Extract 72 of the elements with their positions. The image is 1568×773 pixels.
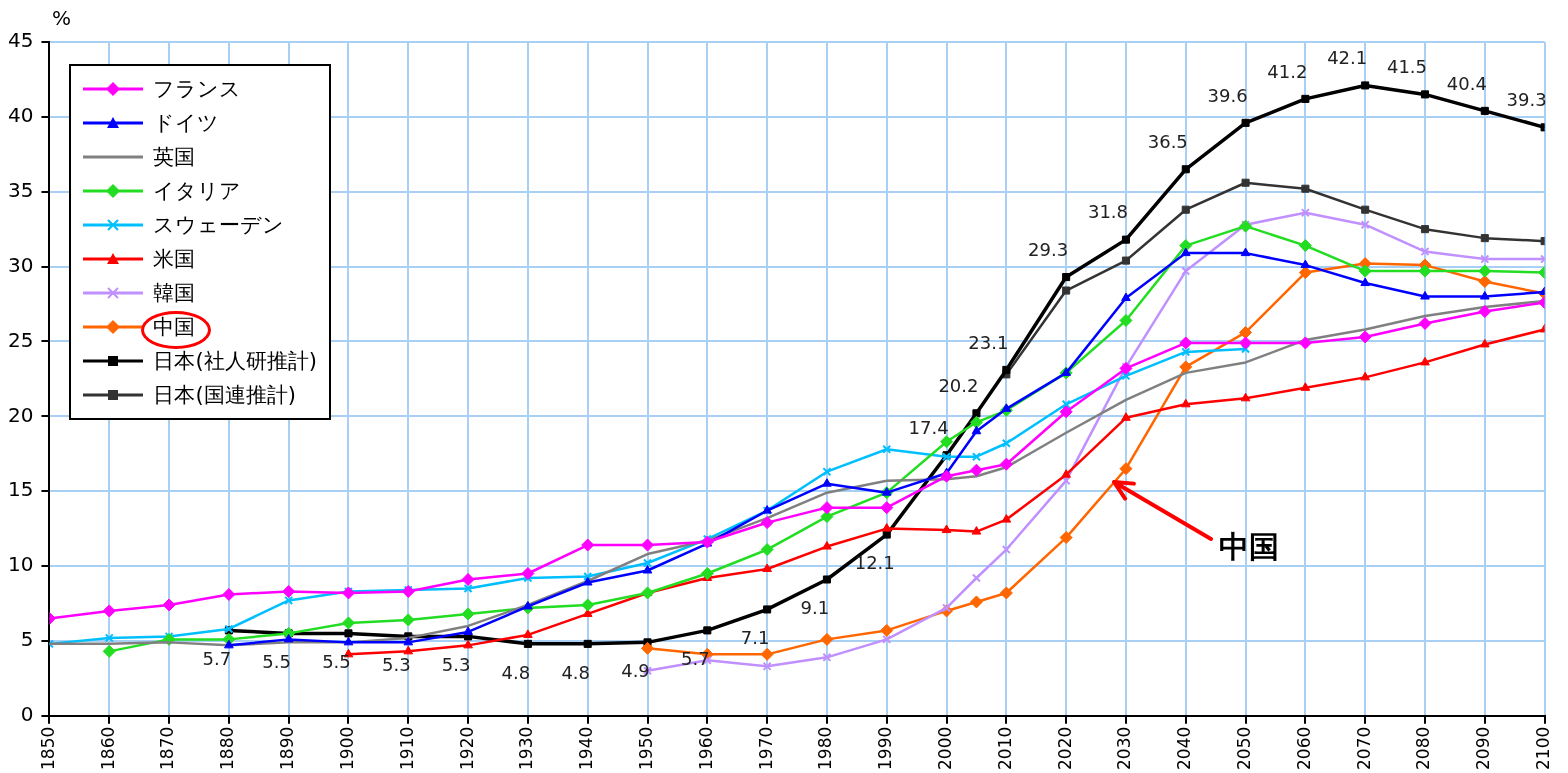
- x-tick-label: 1970: [755, 726, 776, 770]
- x-tick-label: 2050: [1233, 726, 1254, 770]
- x-tick-label: 1980: [815, 726, 836, 770]
- legend-label: 米国: [153, 246, 196, 273]
- data-label: 17.4: [908, 416, 949, 438]
- y-tick-label: 45: [8, 28, 34, 53]
- x-tick-label: 2020: [1054, 726, 1075, 770]
- data-label: 39.3: [1506, 89, 1547, 111]
- data-label: 5.5: [262, 651, 291, 673]
- x-tick-label: 2010: [994, 726, 1015, 770]
- data-label: 5.3: [441, 654, 471, 676]
- data-label: 20.2: [938, 374, 979, 396]
- y-tick-label: 15: [8, 477, 34, 502]
- y-tick-label: 20: [8, 402, 34, 427]
- data-label: 23.1: [968, 331, 1009, 353]
- legend-label: 韓国: [153, 280, 196, 307]
- x-tick-label: 1910: [396, 726, 417, 770]
- x-tick-label: 1920: [456, 726, 477, 770]
- y-tick-label: 10: [8, 552, 34, 577]
- y-tick-label: 0: [20, 701, 34, 726]
- x-tick-label: 1960: [695, 726, 716, 770]
- legend-label: 英国: [153, 144, 196, 171]
- x-tick-label: 1930: [516, 726, 537, 770]
- data-label: 4.9: [621, 660, 650, 682]
- data-label: 41.5: [1386, 56, 1428, 78]
- x-tick-label: 1950: [635, 726, 656, 770]
- y-tick-label: 25: [8, 327, 34, 352]
- legend-label: 中国: [153, 314, 196, 341]
- data-label: 5.3: [381, 654, 411, 676]
- x-tick-label: 1870: [157, 726, 178, 770]
- x-tick-label: 2030: [1114, 726, 1135, 770]
- legend-label: イタリア: [153, 178, 242, 205]
- data-label: 12.1: [854, 552, 895, 574]
- data-label: 5.5: [322, 651, 351, 673]
- data-label: 31.8: [1087, 201, 1128, 223]
- x-tick-label: 1990: [875, 726, 896, 770]
- legend-label: ドイツ: [153, 110, 220, 137]
- x-tick-label: 2070: [1353, 726, 1374, 770]
- data-label: 42.1: [1327, 47, 1368, 69]
- x-tick-label: 1900: [336, 726, 357, 770]
- data-label: 4.8: [501, 661, 531, 683]
- legend-label: スウェーデン: [153, 212, 285, 239]
- legend-label: フランス: [153, 76, 242, 103]
- x-tick-label: 2060: [1293, 726, 1314, 770]
- x-tick-label: 2000: [934, 726, 955, 770]
- x-tick-label: 1890: [277, 726, 298, 770]
- x-tick-label: 2100: [1533, 726, 1554, 770]
- y-tick-label: 35: [8, 177, 34, 202]
- data-label: 29.3: [1028, 238, 1069, 260]
- y-axis-title: %: [52, 6, 72, 30]
- x-tick-label: 1850: [37, 726, 58, 770]
- data-label: 7.1: [740, 627, 770, 649]
- data-label: 40.4: [1446, 72, 1487, 94]
- x-tick-label: 2080: [1413, 726, 1434, 770]
- annotation: 中国: [1219, 528, 1279, 564]
- x-tick-label: 2040: [1174, 726, 1195, 770]
- y-tick-label: 5: [20, 627, 34, 652]
- data-label: 4.8: [561, 661, 591, 683]
- legend-label: 日本(国連推計): [153, 382, 296, 409]
- data-label: 9.1: [800, 597, 830, 619]
- data-label: 41.2: [1267, 60, 1308, 82]
- data-label: 5.7: [202, 648, 232, 670]
- y-tick-label: 30: [8, 252, 34, 277]
- x-tick-label: 2090: [1473, 726, 1494, 770]
- data-label: 36.5: [1147, 130, 1188, 152]
- legend-label: 日本(社人研推計): [153, 348, 317, 375]
- x-tick-label: 1880: [217, 726, 238, 770]
- data-label: 39.6: [1207, 84, 1248, 106]
- y-tick-label: 40: [8, 103, 34, 128]
- x-tick-label: 1860: [97, 726, 118, 770]
- data-label: 5.7: [681, 648, 710, 670]
- x-tick-label: 1940: [576, 726, 597, 770]
